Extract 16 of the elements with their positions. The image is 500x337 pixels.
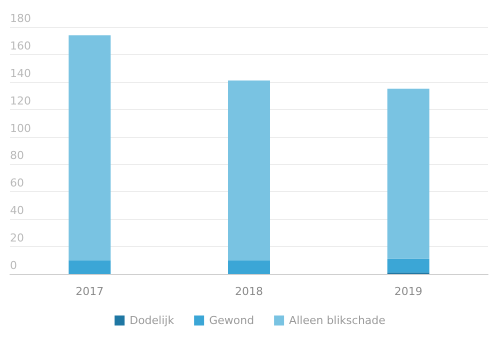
legend-label: Dodelijk — [130, 314, 175, 327]
y-tick-label: 60 — [10, 176, 24, 190]
y-tick-label: 40 — [10, 204, 24, 218]
x-tick-label: 2018 — [235, 285, 263, 298]
y-tick-label: 180 — [10, 12, 31, 25]
y-tick-label: 0 — [10, 259, 17, 272]
y-tick-label: 140 — [10, 66, 31, 80]
y-tick-label: 160 — [10, 39, 31, 52]
y-tick-label: 100 — [10, 122, 31, 135]
legend-label: Gewond — [209, 314, 254, 327]
x-tick-label: 2019 — [394, 285, 422, 298]
legend-label: Alleen blikschade — [289, 314, 386, 327]
x-tick-label: 2017 — [76, 285, 104, 298]
y-tick-label: 120 — [10, 94, 31, 108]
y-tick-label: 80 — [10, 149, 24, 162]
y-tick-label: 20 — [10, 232, 24, 245]
